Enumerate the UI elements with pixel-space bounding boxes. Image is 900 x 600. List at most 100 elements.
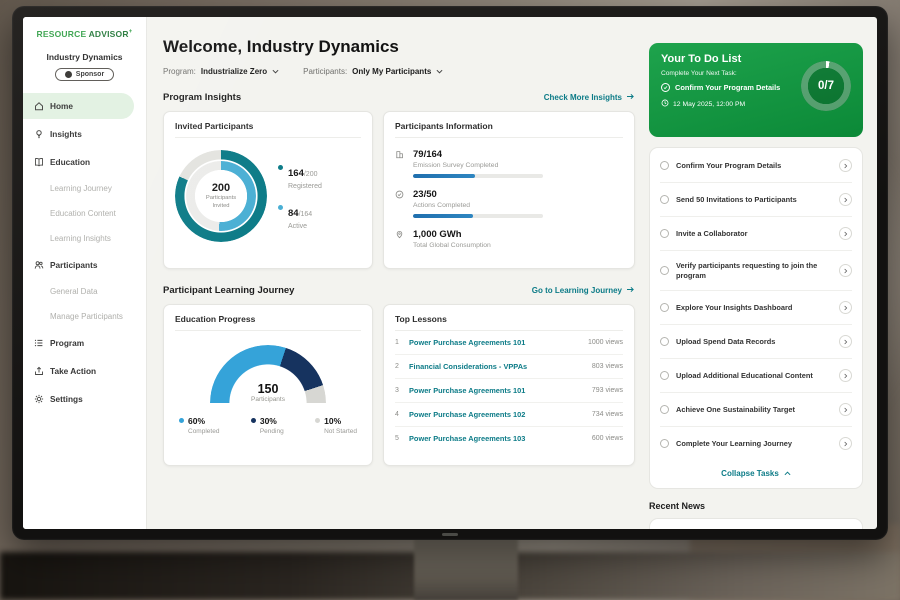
sidebar-item-label: Insights bbox=[50, 129, 82, 139]
sidebar-item-participants[interactable]: Participants bbox=[23, 252, 146, 278]
lesson-title-link[interactable]: Power Purchase Agreements 101 bbox=[409, 338, 526, 347]
chevron-right-icon[interactable] bbox=[839, 437, 852, 451]
check-circle-icon bbox=[395, 190, 405, 200]
chevron-right-icon[interactable] bbox=[839, 403, 852, 417]
task-row[interactable]: Complete Your Learning Journey bbox=[660, 427, 852, 460]
sidebar-item-learning-insights[interactable]: Learning Insights bbox=[50, 234, 111, 243]
check-circle-icon bbox=[661, 83, 670, 92]
stat-label: Emission Survey Completed bbox=[413, 162, 499, 169]
lesson-title-link[interactable]: Power Purchase Agreements 102 bbox=[409, 410, 526, 419]
lesson-title-link[interactable]: Power Purchase Agreements 103 bbox=[409, 434, 526, 443]
task-checkbox[interactable] bbox=[660, 266, 669, 276]
lesson-views: 1000 views bbox=[587, 339, 623, 346]
legend-pct: 30% bbox=[259, 416, 277, 426]
task-label: Invite a Collaborator bbox=[676, 228, 748, 238]
sidebar-item-settings[interactable]: Settings bbox=[23, 386, 146, 412]
sidebar-item-take-action[interactable]: Take Action bbox=[23, 358, 146, 384]
gear-icon bbox=[34, 394, 44, 404]
top-lessons-card: Top Lessons 1 Power Purchase Agreements … bbox=[383, 304, 635, 466]
task-row[interactable]: Confirm Your Program Details bbox=[660, 149, 852, 183]
chevron-right-icon[interactable] bbox=[839, 227, 852, 240]
task-label: Explore Your Insights Dashboard bbox=[676, 302, 793, 312]
sidebar-item-learning-journey[interactable]: Learning Journey bbox=[50, 184, 112, 193]
invited-participants-donut-chart: 200 Participants Invited bbox=[175, 150, 267, 242]
participants-label: Participants: bbox=[303, 67, 348, 76]
lesson-row[interactable]: 1 Power Purchase Agreements 101 1000 vie… bbox=[395, 331, 623, 355]
task-checkbox[interactable] bbox=[660, 161, 669, 170]
legend-dot bbox=[278, 164, 283, 170]
legend-label: Completed bbox=[188, 428, 220, 435]
task-checkbox[interactable] bbox=[660, 303, 669, 313]
todo-next-task[interactable]: Confirm Your Program Details bbox=[661, 83, 799, 92]
task-row[interactable]: Send 50 Invitations to Participants bbox=[660, 183, 852, 217]
todo-hero-card[interactable]: Your To Do List Complete Your Next Task:… bbox=[649, 43, 863, 137]
task-row[interactable]: Achieve One Sustainability Target bbox=[660, 393, 852, 428]
task-checkbox[interactable] bbox=[660, 405, 669, 415]
sponsor-badge[interactable]: Sponsor bbox=[54, 68, 115, 81]
participants-value: Only My Participants bbox=[352, 67, 432, 76]
todo-next-task-label: Confirm Your Program Details bbox=[675, 83, 781, 92]
lesson-title-link[interactable]: Power Purchase Agreements 101 bbox=[409, 386, 526, 395]
lesson-rank: 2 bbox=[395, 363, 399, 370]
todo-due-label: 12 May 2025, 12:00 PM bbox=[673, 100, 746, 108]
gauge-legend: 60% Completed 30% Pending bbox=[175, 403, 361, 437]
sidebar-item-education[interactable]: Education bbox=[23, 149, 146, 175]
link-label: Go to Learning Journey bbox=[531, 286, 622, 295]
task-checkbox[interactable] bbox=[660, 337, 669, 347]
sidebar-item-label: Education bbox=[50, 157, 91, 167]
sidebar-item-program[interactable]: Program bbox=[23, 330, 146, 356]
task-label: Complete Your Learning Journey bbox=[676, 438, 792, 448]
stat-label: Total Global Consumption bbox=[413, 242, 491, 249]
list-icon bbox=[34, 338, 44, 348]
lesson-row[interactable]: 2 Financial Considerations - VPPAs 803 v… bbox=[395, 355, 623, 379]
donut-center: 200 Participants Invited bbox=[197, 172, 245, 220]
chevron-right-icon[interactable] bbox=[839, 369, 852, 383]
legend-label: Not Started bbox=[324, 428, 357, 435]
collapse-tasks-link[interactable]: Collapse Tasks bbox=[660, 460, 852, 488]
card-title: Invited Participants bbox=[175, 121, 361, 138]
clock-icon bbox=[661, 99, 669, 109]
sidebar-item-manage-participants[interactable]: Manage Participants bbox=[50, 312, 123, 321]
donut-center-label: Participants Invited bbox=[205, 195, 237, 209]
legend-label: Pending bbox=[259, 428, 284, 435]
task-row[interactable]: Invite a Collaborator bbox=[660, 217, 852, 251]
sidebar-item-home[interactable]: Home bbox=[23, 93, 134, 119]
learning-journey-header: Participant Learning Journey Go to Learn… bbox=[163, 285, 635, 296]
participants-dropdown[interactable]: Participants: Only My Participants bbox=[303, 67, 443, 76]
sponsor-label: Sponsor bbox=[75, 71, 105, 78]
chevron-right-icon[interactable] bbox=[839, 335, 852, 349]
sidebar: RESOURCE ADVISOR+ Industry Dynamics Spon… bbox=[23, 17, 147, 529]
progress-bar bbox=[413, 214, 543, 218]
task-checkbox[interactable] bbox=[660, 439, 669, 449]
lesson-title-link[interactable]: Financial Considerations - VPPAs bbox=[409, 362, 528, 371]
task-row[interactable]: Upload Spend Data Records bbox=[660, 325, 852, 360]
lesson-row[interactable]: 5 Power Purchase Agreements 103 600 view… bbox=[395, 427, 623, 450]
lesson-rank: 3 bbox=[395, 387, 399, 394]
lesson-row[interactable]: 4 Power Purchase Agreements 102 734 view… bbox=[395, 403, 623, 427]
lesson-row[interactable]: 3 Power Purchase Agreements 101 793 view… bbox=[395, 379, 623, 403]
stat-value: 1,000 GWh bbox=[413, 229, 462, 240]
gauge-center-label: Participants bbox=[251, 396, 285, 403]
sidebar-item-education-content[interactable]: Education Content bbox=[50, 209, 116, 218]
go-to-learning-journey-link[interactable]: Go to Learning Journey bbox=[532, 286, 635, 295]
task-checkbox[interactable] bbox=[660, 229, 669, 238]
task-row[interactable]: Upload Additional Educational Content bbox=[660, 359, 852, 394]
page-title: Welcome, Industry Dynamics bbox=[163, 37, 399, 56]
check-more-insights-link[interactable]: Check More Insights bbox=[544, 93, 635, 102]
sidebar-item-label: Program bbox=[50, 338, 85, 348]
sidebar-item-general-data[interactable]: General Data bbox=[50, 287, 98, 296]
task-label: Upload Additional Educational Content bbox=[676, 370, 813, 380]
program-dropdown[interactable]: Program: Industrialize Zero bbox=[163, 67, 279, 76]
task-checkbox[interactable] bbox=[660, 371, 669, 381]
sidebar-item-insights[interactable]: Insights bbox=[23, 121, 146, 147]
registered-label: Registered bbox=[288, 182, 322, 190]
task-row[interactable]: Verify participants requesting to join t… bbox=[660, 251, 852, 292]
task-checkbox[interactable] bbox=[660, 195, 669, 204]
chevron-right-icon[interactable] bbox=[839, 301, 852, 315]
chevron-right-icon[interactable] bbox=[839, 193, 852, 206]
legend-item-not-started: 10% Not Started bbox=[315, 416, 357, 435]
legend-item-pending: 30% Pending bbox=[250, 416, 284, 435]
chevron-right-icon[interactable] bbox=[839, 264, 852, 278]
task-row[interactable]: Explore Your Insights Dashboard bbox=[660, 291, 852, 326]
chevron-right-icon[interactable] bbox=[839, 159, 852, 172]
